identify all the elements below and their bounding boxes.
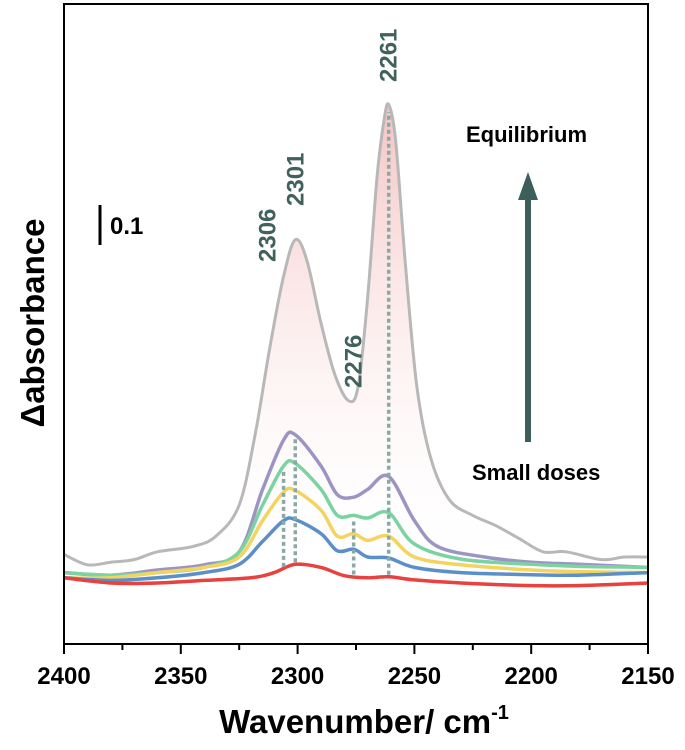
scale-bar-label: 0.1	[110, 213, 143, 240]
x-tick-label-2200: 2200	[505, 663, 558, 690]
x-tick-label-2150: 2150	[621, 663, 674, 690]
peak-label-2306: 2306	[255, 209, 282, 262]
annotation-small-doses: Small doses	[472, 460, 600, 485]
x-tick-label-2400: 2400	[37, 663, 90, 690]
x-tick-label-2300: 2300	[271, 663, 324, 690]
spectrum-line-6	[63, 102, 649, 567]
spectrum-line-3	[63, 486, 649, 580]
equilibrium-area-fill	[64, 103, 648, 586]
x-axis-title-main: Wavenumber/ cm	[219, 703, 491, 740]
x-axis-ticks	[63, 644, 649, 654]
peak-label-2301: 2301	[282, 153, 309, 206]
series-layer	[63, 102, 649, 588]
x-tick-label-2350: 2350	[154, 663, 207, 690]
arrow-head	[518, 172, 538, 200]
annotation-equilibrium: Equilibrium	[466, 122, 587, 147]
spectrum-line-5	[63, 430, 649, 577]
peak-label-2276: 2276	[341, 335, 368, 388]
peak-lines-layer	[281, 112, 391, 575]
x-axis-tick-labels: 2400 2350 2300 2250 2200 2150	[37, 663, 674, 690]
peak-label-2261: 2261	[376, 29, 403, 82]
x-tick-label-2250: 2250	[388, 663, 441, 690]
spectrum-line-1	[63, 562, 649, 588]
x-axis-title-superscript: -1	[491, 702, 509, 724]
x-axis-title: Wavenumber/ cm-1	[219, 702, 509, 740]
y-axis-title: Δabsorbance	[14, 219, 51, 428]
spectrum-line-2	[63, 516, 649, 583]
